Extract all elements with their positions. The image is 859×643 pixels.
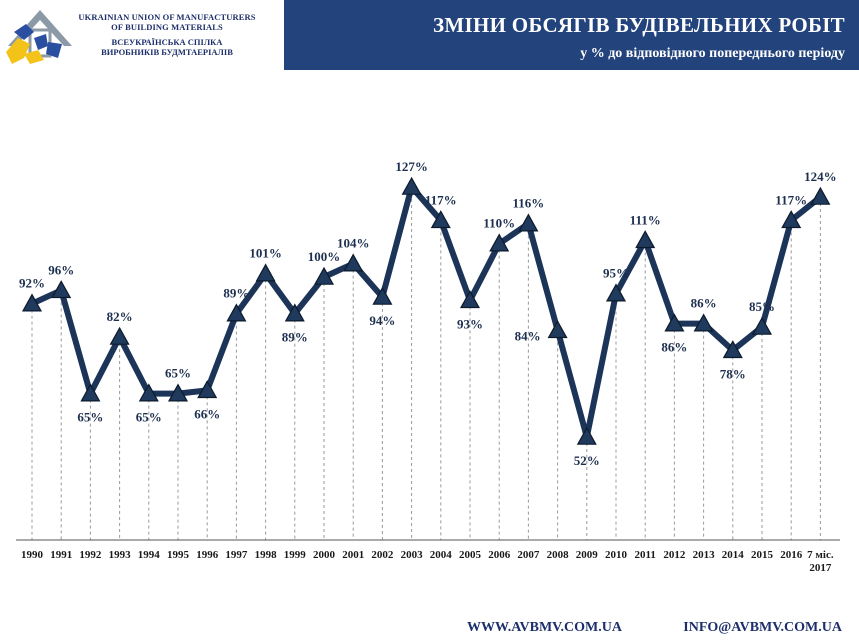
data-label: 86% xyxy=(661,340,687,355)
data-label: 65% xyxy=(77,410,103,425)
data-label: 101% xyxy=(249,246,282,261)
data-label: 104% xyxy=(337,236,370,251)
data-label: 117% xyxy=(775,192,807,207)
data-point-marker xyxy=(167,383,189,402)
x-tick-label: 7 міс. 2017 xyxy=(807,549,834,574)
x-tick-label: 2005 xyxy=(459,549,482,561)
x-tick-label: 2015 xyxy=(751,549,774,561)
data-label: 96% xyxy=(48,262,74,277)
data-label: 124% xyxy=(804,169,837,184)
x-tick-label: 2003 xyxy=(401,549,424,561)
x-tick-label: 2004 xyxy=(430,549,453,561)
x-tick-label: 2001 xyxy=(342,549,364,561)
x-tick-label: 1991 xyxy=(50,549,72,561)
data-point-marker xyxy=(664,313,685,332)
data-point-marker xyxy=(722,340,743,359)
data-point-marker xyxy=(781,210,802,229)
org-en-line-2: OF BUILDING MATERIALS xyxy=(111,22,223,32)
data-label: 117% xyxy=(425,192,457,207)
x-tick-label: 1992 xyxy=(79,549,102,561)
x-tick-label: 2010 xyxy=(605,549,628,561)
data-label: 116% xyxy=(513,196,545,211)
data-point-marker xyxy=(138,383,159,402)
footer-email-link[interactable]: INFO@AVBMV.COM.UA xyxy=(683,620,842,635)
data-label: 52% xyxy=(574,453,600,468)
x-tick-label: 1995 xyxy=(167,549,190,561)
data-point-marker xyxy=(459,290,481,309)
data-label: 100% xyxy=(308,249,341,264)
data-point-marker xyxy=(751,316,773,335)
x-tick-label: 2002 xyxy=(371,549,394,561)
x-tick-label: 2014 xyxy=(722,549,745,561)
data-point-marker xyxy=(255,263,276,282)
data-label: 82% xyxy=(107,309,133,324)
x-tick-label: 1999 xyxy=(284,549,307,561)
data-label: 110% xyxy=(483,216,515,231)
data-label: 65% xyxy=(136,410,162,425)
data-point-marker xyxy=(576,426,597,445)
header-banner: ЗМІНИ ОБСЯГІВ БУДІВЕЛЬНИХ РОБІТ у % до в… xyxy=(284,0,859,70)
data-label: 84% xyxy=(515,328,541,343)
data-point-marker xyxy=(372,286,393,305)
data-point-marker xyxy=(547,320,568,339)
union-logo-icon xyxy=(6,10,72,64)
data-label: 127% xyxy=(395,159,428,174)
data-label: 92% xyxy=(19,276,45,291)
data-label: 66% xyxy=(194,406,220,421)
data-point-marker xyxy=(693,313,714,332)
org-ua-line-2: ВИРОБНИКІВ БУДМТАЕРІАЛІВ xyxy=(101,47,233,57)
data-point-marker xyxy=(226,303,247,322)
x-tick-label: 1997 xyxy=(225,549,248,561)
x-tick-label: 2009 xyxy=(576,549,599,561)
x-tick-label: 1996 xyxy=(196,549,219,561)
data-label: 89% xyxy=(282,330,308,345)
x-tick-label: 1990 xyxy=(21,549,44,561)
x-tick-label: 2006 xyxy=(488,549,511,561)
page-subtitle: у % до відповідного попереднього періоду xyxy=(580,46,845,61)
data-label: 86% xyxy=(691,296,717,311)
x-tick-label: 1993 xyxy=(109,549,132,561)
data-label: 94% xyxy=(369,313,395,328)
footer-website-link[interactable]: WWW.AVBMV.COM.UA xyxy=(467,620,622,635)
x-tick-label: 2012 xyxy=(663,549,686,561)
data-point-marker xyxy=(635,230,656,249)
data-point-marker xyxy=(605,283,627,302)
data-point-marker xyxy=(313,266,335,285)
x-tick-label: 2008 xyxy=(547,549,570,561)
data-point-marker xyxy=(810,186,831,205)
data-point-marker xyxy=(430,210,451,229)
data-label: 89% xyxy=(223,286,249,301)
x-tick-label: 2016 xyxy=(780,549,803,561)
data-label: 111% xyxy=(630,212,661,227)
data-label: 95% xyxy=(603,266,629,281)
data-point-marker xyxy=(284,303,305,322)
data-point-marker xyxy=(51,280,72,299)
data-point-marker xyxy=(489,233,510,252)
organization-name-ua: ВСЕУКРАЇНСЬКА СПІЛКА ВИРОБНИКІВ БУДМТАЕР… xyxy=(76,37,258,57)
x-tick-label: 2013 xyxy=(693,549,716,561)
data-point-marker xyxy=(21,293,43,312)
x-tick-label: 1998 xyxy=(255,549,278,561)
x-tick-label: 2011 xyxy=(634,549,655,561)
x-tick-label: 2007 xyxy=(517,549,540,561)
data-point-marker xyxy=(401,176,422,195)
data-point-marker xyxy=(518,213,539,232)
series-line xyxy=(30,184,823,440)
page-title: ЗМІНИ ОБСЯГІВ БУДІВЕЛЬНИХ РОБІТ xyxy=(432,13,845,37)
data-point-marker xyxy=(80,383,101,402)
line-chart: 92%96% 65% 82% 65% 65% 66% 89% 101% 89% 100%104% 9… xyxy=(16,159,840,574)
org-en-line-1: UKRAINIAN UNION OF MANUFACTURERS xyxy=(78,12,256,22)
data-label: 78% xyxy=(720,366,746,381)
data-label: 93% xyxy=(457,316,483,331)
header-logo-area: UKRAINIAN UNION OF MANUFACTURERS OF BUIL… xyxy=(0,0,284,70)
org-ua-line-1: ВСЕУКРАЇНСЬКА СПІЛКА xyxy=(111,37,223,47)
x-tick-label: 1994 xyxy=(138,549,161,561)
data-label: 65% xyxy=(165,366,191,381)
data-point-marker xyxy=(109,326,130,345)
x-tick-label: 2000 xyxy=(313,549,336,561)
organization-name-en: UKRAINIAN UNION OF MANUFACTURERS OF BUIL… xyxy=(76,12,258,32)
data-point-marker xyxy=(197,380,218,399)
data-label: 85% xyxy=(749,299,775,314)
data-point-marker xyxy=(343,253,364,272)
